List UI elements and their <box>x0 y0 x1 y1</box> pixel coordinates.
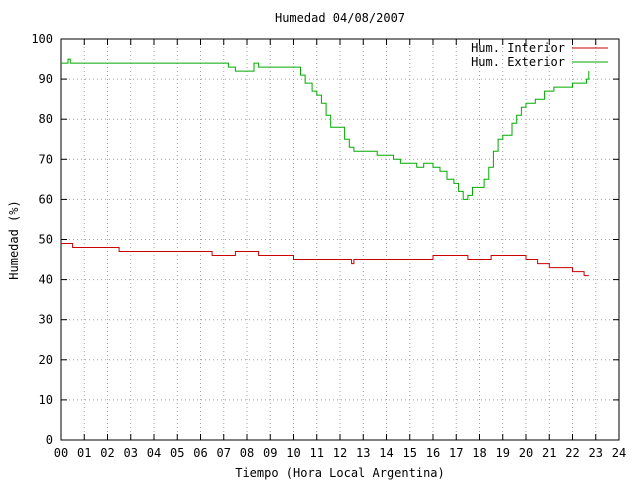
x-tick-label: 20 <box>519 446 533 460</box>
series-line-interior <box>61 243 589 277</box>
y-tick-label: 30 <box>39 313 53 327</box>
x-tick-label: 03 <box>124 446 138 460</box>
legend: Hum. Interior Hum. Exterior <box>471 41 608 69</box>
x-tick-label: 18 <box>472 446 486 460</box>
y-tick-label: 40 <box>39 273 53 287</box>
axis-ticks <box>60 38 620 441</box>
x-tick-label: 13 <box>356 446 370 460</box>
x-tick-label: 05 <box>170 446 184 460</box>
x-tick-label: 19 <box>496 446 510 460</box>
y-tick-label: 10 <box>39 393 53 407</box>
x-tick-label: 04 <box>147 446 161 460</box>
x-tick-label: 21 <box>542 446 556 460</box>
x-tick-label: 10 <box>286 446 300 460</box>
x-tick-label: 11 <box>310 446 324 460</box>
x-tick-label: 09 <box>263 446 277 460</box>
y-tick-label: 90 <box>39 72 53 86</box>
x-tick-labels: 00 01 02 03 04 05 06 07 08 09 10 11 12 13 14 15 16 17 18 19… <box>54 446 626 460</box>
x-tick-label: 07 <box>217 446 231 460</box>
y-axis-label: Humedad (%) <box>7 200 21 279</box>
x-tick-label: 02 <box>100 446 114 460</box>
x-tick-label: 06 <box>193 446 207 460</box>
x-axis-label: Tiempo (Hora Local Argentina) <box>235 466 445 480</box>
x-tick-label: 14 <box>379 446 393 460</box>
y-tick-label: 0 <box>46 433 53 447</box>
legend-label-exterior: Hum. Exterior <box>471 55 565 69</box>
y-tick-label: 60 <box>39 192 53 206</box>
x-tick-label: 23 <box>589 446 603 460</box>
y-tick-label: 70 <box>39 152 53 166</box>
x-tick-label: 00 <box>54 446 68 460</box>
grid <box>61 39 619 440</box>
y-tick-label: 80 <box>39 112 53 126</box>
chart-title: Humedad 04/08/2007 <box>275 11 405 25</box>
y-tick-label: 50 <box>39 233 53 247</box>
x-tick-label: 01 <box>77 446 91 460</box>
y-tick-label: 20 <box>39 353 53 367</box>
x-tick-label: 22 <box>565 446 579 460</box>
series-line-exterior <box>61 58 590 200</box>
y-tick-labels: 0 10 20 30 40 50 60 70 80 90 100 <box>31 32 53 447</box>
x-tick-label: 12 <box>333 446 347 460</box>
x-tick-label: 17 <box>449 446 463 460</box>
x-tick-label: 24 <box>612 446 626 460</box>
x-tick-label: 16 <box>426 446 440 460</box>
legend-label-interior: Hum. Interior <box>471 41 565 55</box>
series-lines <box>61 58 590 277</box>
x-tick-label: 08 <box>240 446 254 460</box>
x-tick-label: 15 <box>403 446 417 460</box>
y-tick-label: 100 <box>31 32 53 46</box>
